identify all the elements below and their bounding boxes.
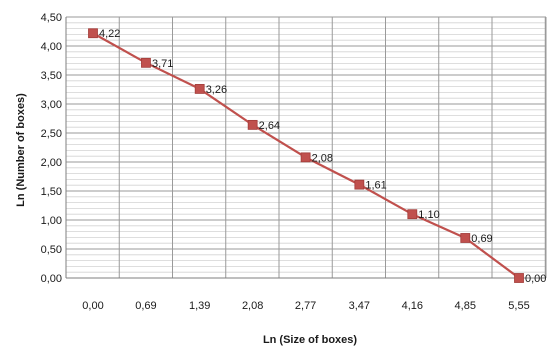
gridlines <box>65 16 546 279</box>
data-label: 2,08 <box>312 152 333 164</box>
data-label: 1,61 <box>365 180 386 192</box>
data-point-marker <box>300 152 311 163</box>
x-tick-label: 4,16 <box>402 300 423 312</box>
data-label: 0,69 <box>471 233 492 245</box>
x-tick-label: 4,85 <box>455 300 476 312</box>
x-tick-label: 1,39 <box>189 300 210 312</box>
x-tick-label: 3,47 <box>349 300 370 312</box>
x-axis-tick-labels: 0,00 0,69 1,39 2,08 2,77 3,47 4,16 4,85 5,55 <box>82 300 529 312</box>
data-label: 3,26 <box>206 84 227 96</box>
data-point-marker <box>88 28 98 39</box>
y-tick-label: 0,50 <box>41 244 62 256</box>
x-tick-label: 0,69 <box>135 300 156 312</box>
y-tick-label: 2,00 <box>41 157 62 169</box>
y-tick-label: 2,50 <box>41 128 62 140</box>
data-point-marker <box>141 57 151 68</box>
data-label: 0,00 <box>525 273 546 285</box>
y-tick-label: 1,00 <box>41 215 62 227</box>
data-point-marker <box>407 209 418 220</box>
x-tick-label: 0,00 <box>82 300 103 312</box>
y-tick-label: 1,50 <box>41 186 62 198</box>
y-tick-label: 3,50 <box>41 70 62 82</box>
data-label: 1,10 <box>418 209 439 221</box>
data-labels: 4,22 3,71 3,26 2,64 2,08 1,61 1,10 0,69 0,00 <box>99 28 546 285</box>
y-axis-title: Ln (Number of boxes) <box>15 93 27 207</box>
axes <box>65 17 547 279</box>
data-label: 3,71 <box>152 58 173 70</box>
x-tick-label: 2,77 <box>295 300 316 312</box>
y-tick-label: 3,00 <box>41 99 62 111</box>
y-tick-label: 0,00 <box>41 273 62 285</box>
data-point-marker <box>514 273 524 283</box>
data-point-marker <box>247 119 258 130</box>
x-tick-label: 2,08 <box>242 300 263 312</box>
y-tick-label: 4,50 <box>41 12 62 24</box>
data-label: 2,64 <box>259 120 280 132</box>
data-series <box>88 28 524 283</box>
x-axis-title: Ln (Size of boxes) <box>263 334 357 346</box>
x-tick-label: 5,55 <box>508 300 529 312</box>
data-label: 4,22 <box>99 28 120 40</box>
data-point-marker <box>460 233 471 243</box>
data-point-marker <box>194 84 205 94</box>
y-axis-tick-labels: 0,00 0,50 1,00 1,50 2,00 2,50 3,00 3,50 4,00 4,50 <box>41 12 62 285</box>
data-point-marker <box>354 179 365 190</box>
y-tick-label: 4,00 <box>41 41 62 53</box>
